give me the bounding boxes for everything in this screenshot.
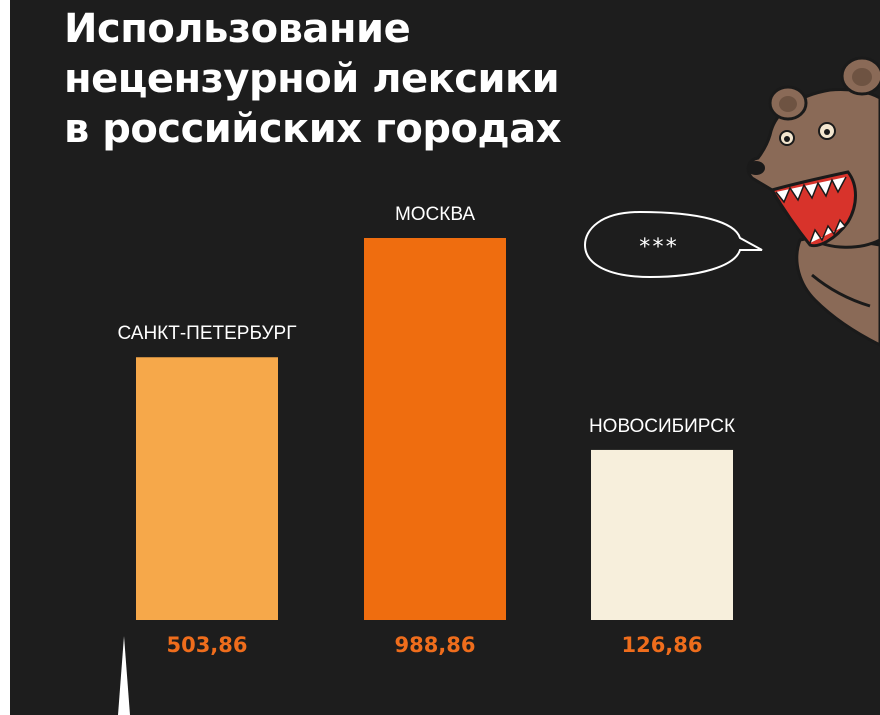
chart-title: Использование нецензурной лексики в росс…: [64, 4, 664, 154]
category-label-3: НОВОСИБИРСК: [589, 416, 735, 437]
category-label-2: МОСКВА: [395, 204, 475, 225]
title-line-3: в российских городах: [64, 106, 562, 152]
bar-1: [136, 357, 278, 620]
value-label-2: 988,86: [394, 633, 475, 657]
left-edge-strip: [0, 0, 10, 715]
bear-illustration: [746, 56, 880, 347]
value-label-3: 126,86: [621, 633, 702, 657]
title-line-2: нецензурной лексики: [64, 56, 560, 102]
speech-bubble-text: ***: [638, 235, 678, 260]
value-label-1: 503,86: [166, 633, 247, 657]
bar-2: [364, 238, 506, 620]
category-label-1: САНКТ-ПЕТЕРБУРГ: [117, 323, 296, 344]
title-line-1: Использование: [64, 6, 411, 52]
speech-bubble: ***: [583, 210, 763, 279]
bar-3: [591, 449, 733, 620]
decorative-spike: [118, 636, 130, 715]
